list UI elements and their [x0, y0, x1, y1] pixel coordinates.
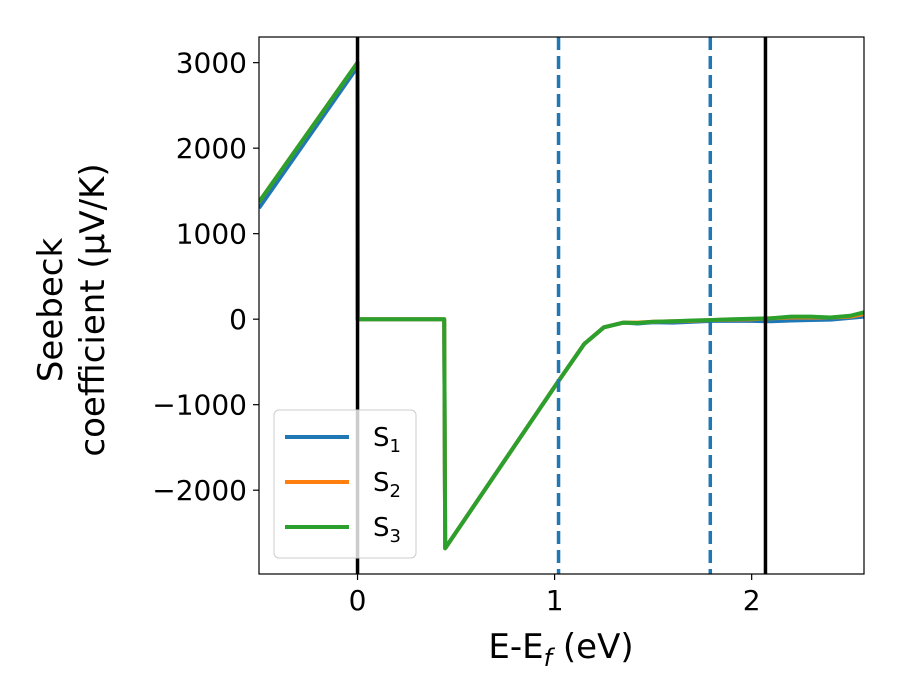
y-tick-label: 2000: [176, 132, 247, 165]
legend-label-s1: S1: [373, 423, 401, 457]
legend-label-s3: S3: [373, 513, 401, 547]
y-axis-title-line2: coefficient (μV/K): [73, 163, 113, 456]
x-tick-label: 1: [546, 584, 564, 617]
y-tick-label: −1000: [152, 389, 247, 422]
legend: S1 S2 S3: [273, 409, 417, 559]
plot-area: [259, 37, 864, 574]
y-tick-label: 1000: [176, 218, 247, 251]
x-tick-label: 2: [743, 584, 761, 617]
y-tick-label: 0: [229, 303, 247, 336]
x-tick-label: 0: [349, 584, 367, 617]
y-tick-label: −2000: [152, 474, 247, 507]
x-axis-title: E-Ef (eV): [488, 627, 633, 672]
legend-label-s2: S2: [373, 468, 401, 502]
y-axis-title: Seebeck coefficient (μV/K): [31, 163, 113, 456]
axis-ticks: 0 1 2 −2000 −1000 0 1000 2000 3000: [152, 47, 760, 617]
y-tick-label: 3000: [176, 47, 247, 80]
plot-frame: [258, 36, 865, 575]
y-axis-title-line1: Seebeck: [31, 238, 71, 383]
series-line-s3: [259, 60, 864, 551]
